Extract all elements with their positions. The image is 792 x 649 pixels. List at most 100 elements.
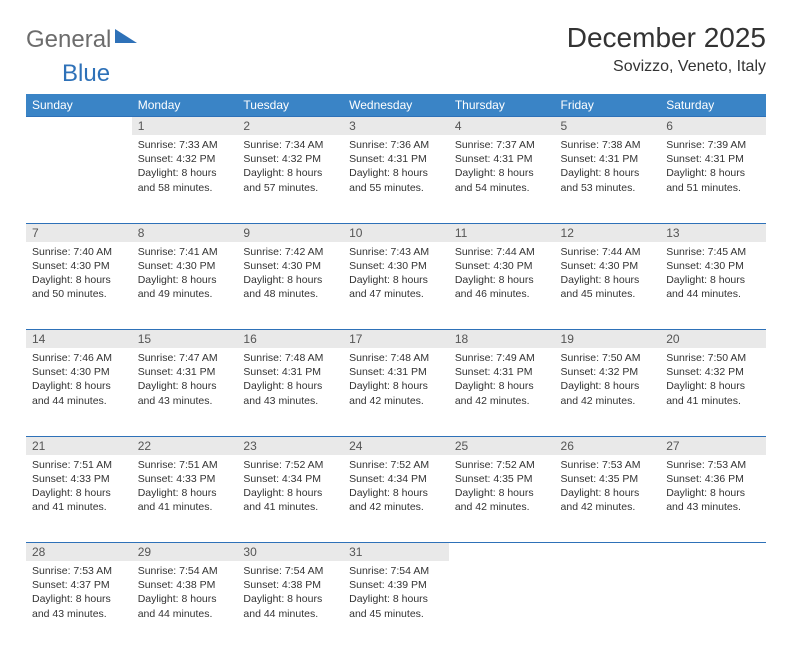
day-cell: Sunrise: 7:36 AMSunset: 4:31 PMDaylight:…	[343, 135, 449, 223]
daylight-text-2: and 43 minutes.	[666, 500, 760, 514]
day-number-cell: 23	[237, 436, 343, 455]
day-number-cell: 25	[449, 436, 555, 455]
week-row: Sunrise: 7:40 AMSunset: 4:30 PMDaylight:…	[26, 242, 766, 330]
sunrise-text: Sunrise: 7:41 AM	[138, 245, 232, 259]
day-number-cell: 24	[343, 436, 449, 455]
day-cell-body: Sunrise: 7:47 AMSunset: 4:31 PMDaylight:…	[138, 348, 232, 408]
day-cell	[555, 561, 661, 649]
daylight-text-2: and 41 minutes.	[666, 394, 760, 408]
sunset-text: Sunset: 4:31 PM	[349, 152, 443, 166]
daylight-text-1: Daylight: 8 hours	[138, 592, 232, 606]
daylight-text-1: Daylight: 8 hours	[455, 486, 549, 500]
daylight-text-1: Daylight: 8 hours	[138, 166, 232, 180]
day-cell-body: Sunrise: 7:41 AMSunset: 4:30 PMDaylight:…	[138, 242, 232, 302]
day-cell: Sunrise: 7:54 AMSunset: 4:38 PMDaylight:…	[237, 561, 343, 649]
day-cell	[26, 135, 132, 223]
sunrise-text: Sunrise: 7:33 AM	[138, 138, 232, 152]
daylight-text-1: Daylight: 8 hours	[666, 379, 760, 393]
sunrise-text: Sunrise: 7:48 AM	[349, 351, 443, 365]
daylight-text-2: and 43 minutes.	[243, 394, 337, 408]
day-cell-body: Sunrise: 7:34 AMSunset: 4:32 PMDaylight:…	[243, 135, 337, 195]
day-cell-body: Sunrise: 7:51 AMSunset: 4:33 PMDaylight:…	[138, 455, 232, 515]
day-cell-body: Sunrise: 7:39 AMSunset: 4:31 PMDaylight:…	[666, 135, 760, 195]
day-cell-body: Sunrise: 7:53 AMSunset: 4:35 PMDaylight:…	[561, 455, 655, 515]
daylight-text-1: Daylight: 8 hours	[561, 486, 655, 500]
day-cell-body: Sunrise: 7:44 AMSunset: 4:30 PMDaylight:…	[561, 242, 655, 302]
sunset-text: Sunset: 4:34 PM	[349, 472, 443, 486]
sunrise-text: Sunrise: 7:50 AM	[561, 351, 655, 365]
sunset-text: Sunset: 4:35 PM	[455, 472, 549, 486]
sunset-text: Sunset: 4:30 PM	[32, 259, 126, 273]
day-cell-body: Sunrise: 7:44 AMSunset: 4:30 PMDaylight:…	[455, 242, 549, 302]
daylight-text-2: and 58 minutes.	[138, 181, 232, 195]
day-cell-body: Sunrise: 7:42 AMSunset: 4:30 PMDaylight:…	[243, 242, 337, 302]
day-cell: Sunrise: 7:49 AMSunset: 4:31 PMDaylight:…	[449, 348, 555, 436]
day-cell: Sunrise: 7:52 AMSunset: 4:34 PMDaylight:…	[343, 455, 449, 543]
daylight-text-1: Daylight: 8 hours	[666, 166, 760, 180]
day-number-cell: 1	[132, 117, 238, 136]
sunset-text: Sunset: 4:31 PM	[666, 152, 760, 166]
daylight-text-1: Daylight: 8 hours	[349, 486, 443, 500]
daylight-text-1: Daylight: 8 hours	[561, 166, 655, 180]
sunrise-text: Sunrise: 7:50 AM	[666, 351, 760, 365]
day-number-cell: 19	[555, 330, 661, 349]
day-cell: Sunrise: 7:45 AMSunset: 4:30 PMDaylight:…	[660, 242, 766, 330]
sunrise-text: Sunrise: 7:45 AM	[666, 245, 760, 259]
day-number-cell: 7	[26, 223, 132, 242]
sunrise-text: Sunrise: 7:36 AM	[349, 138, 443, 152]
daylight-text-2: and 43 minutes.	[138, 394, 232, 408]
sunrise-text: Sunrise: 7:38 AM	[561, 138, 655, 152]
daylight-text-1: Daylight: 8 hours	[666, 486, 760, 500]
day-number-cell: 31	[343, 543, 449, 562]
sunrise-text: Sunrise: 7:54 AM	[243, 564, 337, 578]
day-cell: Sunrise: 7:44 AMSunset: 4:30 PMDaylight:…	[555, 242, 661, 330]
daynum-row: 28293031	[26, 543, 766, 562]
daylight-text-2: and 42 minutes.	[455, 394, 549, 408]
daylight-text-2: and 42 minutes.	[349, 500, 443, 514]
day-cell: Sunrise: 7:52 AMSunset: 4:35 PMDaylight:…	[449, 455, 555, 543]
daylight-text-2: and 47 minutes.	[349, 287, 443, 301]
day-cell: Sunrise: 7:37 AMSunset: 4:31 PMDaylight:…	[449, 135, 555, 223]
sunset-text: Sunset: 4:30 PM	[243, 259, 337, 273]
week-row: Sunrise: 7:33 AMSunset: 4:32 PMDaylight:…	[26, 135, 766, 223]
sunset-text: Sunset: 4:32 PM	[666, 365, 760, 379]
day-cell: Sunrise: 7:34 AMSunset: 4:32 PMDaylight:…	[237, 135, 343, 223]
day-cell: Sunrise: 7:53 AMSunset: 4:36 PMDaylight:…	[660, 455, 766, 543]
day-number-cell: 17	[343, 330, 449, 349]
day-number-cell: 8	[132, 223, 238, 242]
day-cell-body: Sunrise: 7:40 AMSunset: 4:30 PMDaylight:…	[32, 242, 126, 302]
daylight-text-2: and 51 minutes.	[666, 181, 760, 195]
title-block: December 2025 Sovizzo, Veneto, Italy	[567, 22, 766, 76]
daylight-text-2: and 41 minutes.	[243, 500, 337, 514]
daynum-row: 14151617181920	[26, 330, 766, 349]
sunset-text: Sunset: 4:33 PM	[32, 472, 126, 486]
day-number-cell: 13	[660, 223, 766, 242]
sunrise-text: Sunrise: 7:51 AM	[138, 458, 232, 472]
sunset-text: Sunset: 4:32 PM	[138, 152, 232, 166]
day-number-cell: 9	[237, 223, 343, 242]
day-number-cell: 18	[449, 330, 555, 349]
day-cell-body: Sunrise: 7:37 AMSunset: 4:31 PMDaylight:…	[455, 135, 549, 195]
day-number-cell: 4	[449, 117, 555, 136]
day-number-cell: 2	[237, 117, 343, 136]
day-cell-body: Sunrise: 7:51 AMSunset: 4:33 PMDaylight:…	[32, 455, 126, 515]
day-cell: Sunrise: 7:38 AMSunset: 4:31 PMDaylight:…	[555, 135, 661, 223]
day-cell: Sunrise: 7:43 AMSunset: 4:30 PMDaylight:…	[343, 242, 449, 330]
daylight-text-1: Daylight: 8 hours	[455, 166, 549, 180]
col-friday: Friday	[555, 94, 661, 117]
month-title: December 2025	[567, 22, 766, 54]
sunset-text: Sunset: 4:30 PM	[561, 259, 655, 273]
sunrise-text: Sunrise: 7:53 AM	[666, 458, 760, 472]
day-cell-body: Sunrise: 7:45 AMSunset: 4:30 PMDaylight:…	[666, 242, 760, 302]
day-number-cell	[555, 543, 661, 562]
sunset-text: Sunset: 4:35 PM	[561, 472, 655, 486]
day-cell: Sunrise: 7:53 AMSunset: 4:37 PMDaylight:…	[26, 561, 132, 649]
sunset-text: Sunset: 4:33 PM	[138, 472, 232, 486]
day-number-cell: 26	[555, 436, 661, 455]
day-cell-body: Sunrise: 7:48 AMSunset: 4:31 PMDaylight:…	[243, 348, 337, 408]
daylight-text-2: and 48 minutes.	[243, 287, 337, 301]
day-number-cell: 16	[237, 330, 343, 349]
day-cell: Sunrise: 7:40 AMSunset: 4:30 PMDaylight:…	[26, 242, 132, 330]
day-number-cell: 22	[132, 436, 238, 455]
daylight-text-2: and 53 minutes.	[561, 181, 655, 195]
